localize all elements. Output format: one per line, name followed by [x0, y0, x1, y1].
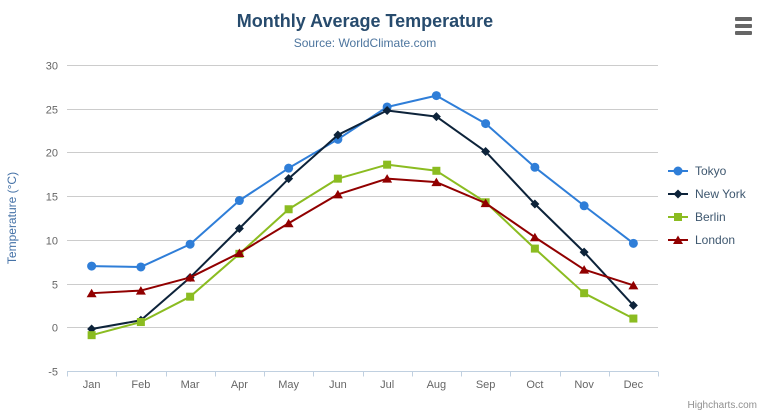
x-tick-label: Mar	[181, 379, 200, 391]
legend-label: London	[695, 233, 736, 247]
y-tick-label: 10	[46, 236, 58, 248]
x-tick-label: Jun	[329, 379, 347, 391]
legend-item-london[interactable]: London	[668, 231, 746, 249]
y-axis-title: Temperature (°C)	[5, 172, 19, 264]
legend-label: Tokyo	[695, 164, 727, 178]
diamond-marker-icon	[668, 189, 688, 199]
hamburger-menu-icon[interactable]	[731, 15, 755, 37]
legend-item-new-york[interactable]: New York	[668, 185, 746, 203]
y-axis-labels: -5 0 5 10 15 20 25 30	[46, 61, 58, 379]
legend-item-berlin[interactable]: Berlin	[668, 208, 746, 226]
x-tick-label: Jul	[380, 379, 394, 391]
chart-subtitle: Source: WorldClimate.com	[293, 36, 437, 50]
square-marker-icon	[668, 213, 688, 221]
x-tick-label: Dec	[624, 379, 644, 391]
y-tick-label: 15	[46, 192, 58, 204]
x-tick-label: Jan	[83, 379, 101, 391]
x-tick-label: Apr	[231, 379, 248, 391]
y-tick-label: -5	[48, 367, 58, 379]
x-tick-label: Nov	[574, 379, 594, 391]
series-new-york	[87, 105, 638, 334]
x-tick-label: Sep	[476, 379, 496, 391]
x-tick-label: Aug	[427, 379, 447, 391]
legend-label: New York	[695, 187, 746, 201]
legend-label: Berlin	[695, 210, 726, 224]
y-tick-label: 25	[46, 105, 58, 117]
series-london	[86, 174, 639, 298]
triangle-marker-icon	[668, 235, 688, 244]
circle-marker-icon	[668, 166, 688, 176]
legend-item-tokyo[interactable]: Tokyo	[668, 162, 746, 180]
y-tick-label: 0	[52, 323, 58, 335]
y-tick-label: 20	[46, 148, 58, 160]
legend: Tokyo New York Berlin London	[668, 162, 746, 249]
x-tick-label: Feb	[131, 379, 150, 391]
y-tick-label: 5	[52, 280, 58, 292]
grid-lines	[67, 65, 658, 372]
series-tokyo	[87, 91, 638, 272]
x-tick-label: Oct	[526, 379, 543, 391]
x-tick-label: May	[278, 379, 299, 391]
x-axis: Jan Feb Mar Apr May Jun Jul Aug Sep Oct Nov Dec	[67, 371, 659, 391]
y-tick-label: 30	[46, 61, 58, 73]
highcharts-credit[interactable]: Highcharts.com	[687, 400, 757, 411]
chart-title: Monthly Average Temperature	[236, 11, 494, 31]
